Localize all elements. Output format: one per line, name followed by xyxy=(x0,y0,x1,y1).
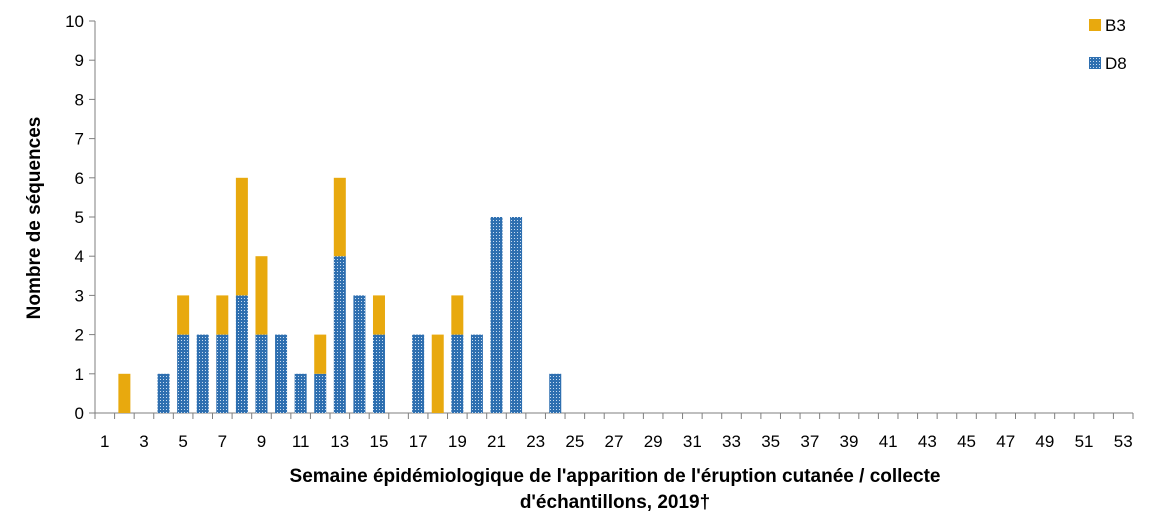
x-tick-label: 3 xyxy=(139,432,148,451)
bar-d8-week-8 xyxy=(235,295,248,413)
bar-b3-week-5 xyxy=(177,295,190,335)
bar-d8-week-17 xyxy=(412,334,425,413)
bar-b3-week-8 xyxy=(235,177,248,296)
bar-b3-week-12 xyxy=(314,334,327,374)
x-tick-label: 21 xyxy=(487,432,506,451)
legend: B3 D8 xyxy=(1089,16,1127,73)
bar-d8-week-21 xyxy=(490,217,503,413)
x-tick-label: 37 xyxy=(800,432,819,451)
bar-d8-week-14 xyxy=(353,295,366,413)
x-tick-label: 9 xyxy=(257,432,266,451)
y-tick-label: 1 xyxy=(75,365,84,384)
x-tick-label: 41 xyxy=(879,432,898,451)
bar-b3-week-7 xyxy=(216,295,229,335)
x-tick-label: 19 xyxy=(448,432,467,451)
bar-b3-week-9 xyxy=(255,256,268,335)
x-tick-label: 11 xyxy=(292,432,310,451)
bar-d8-week-9 xyxy=(255,334,268,413)
x-tick-label: 17 xyxy=(409,432,428,451)
x-tick-label: 33 xyxy=(722,432,741,451)
bar-b3-week-19 xyxy=(451,295,464,335)
bar-d8-week-15 xyxy=(372,334,385,413)
x-tick-label: 51 xyxy=(1075,432,1094,451)
bar-b3-week-15 xyxy=(372,295,385,335)
x-tick-label: 31 xyxy=(683,432,702,451)
x-axis-title-line-2: d'échantillons, 2019† xyxy=(520,492,710,513)
bars xyxy=(118,177,562,413)
x-tick-label: 23 xyxy=(526,432,545,451)
y-tick-label: 10 xyxy=(65,12,84,31)
bar-d8-week-10 xyxy=(275,334,288,413)
y-tick-label: 0 xyxy=(75,404,84,423)
bar-d8-week-20 xyxy=(470,334,483,413)
bar-d8-week-12 xyxy=(314,373,327,413)
x-tick-label: 53 xyxy=(1114,432,1133,451)
bar-d8-week-22 xyxy=(510,217,523,413)
legend-label-b3: B3 xyxy=(1105,16,1126,35)
bar-d8-week-13 xyxy=(333,256,346,413)
y-axis: 0 1 2 3 4 5 6 7 8 9 10 xyxy=(65,12,96,423)
y-tick-label: 9 xyxy=(75,51,84,70)
bar-d8-week-19 xyxy=(451,334,464,413)
x-tick-label: 29 xyxy=(644,432,663,451)
y-tick-label: 8 xyxy=(75,90,84,109)
bar-d8-week-11 xyxy=(294,373,307,413)
x-tick-label: 13 xyxy=(330,432,349,451)
y-tick-label: 2 xyxy=(75,326,84,345)
x-tick-label: 5 xyxy=(178,432,187,451)
x-tick-label: 15 xyxy=(370,432,389,451)
x-tick-label: 49 xyxy=(1035,432,1054,451)
x-tick-label: 47 xyxy=(996,432,1015,451)
x-axis-title-line-1: Semaine épidémiologique de l'apparition … xyxy=(290,466,941,487)
x-axis: 1 3 5 7 9 11 13 15 17 19 21 23 25 27 29 31 33 35 37 39 41 43 4… xyxy=(94,412,1134,451)
bar-b3-week-18 xyxy=(431,334,444,413)
y-tick-label: 4 xyxy=(75,247,84,266)
x-tick-label: 39 xyxy=(840,432,859,451)
y-tick-label: 3 xyxy=(75,286,84,305)
bar-d8-week-6 xyxy=(196,334,209,413)
bar-b3-week-13 xyxy=(333,177,346,257)
legend-label-d8: D8 xyxy=(1105,54,1127,73)
x-tick-label: 35 xyxy=(761,432,780,451)
legend-swatch-b3 xyxy=(1089,19,1101,31)
y-tick-label: 6 xyxy=(75,169,84,188)
bar-b3-week-2 xyxy=(118,373,131,413)
x-tick-label: 1 xyxy=(100,432,109,451)
legend-swatch-d8 xyxy=(1089,57,1101,69)
x-tick-label: 43 xyxy=(918,432,937,451)
bar-d8-week-4 xyxy=(157,373,170,413)
y-tick-label: 5 xyxy=(75,208,84,227)
x-tick-label: 45 xyxy=(957,432,976,451)
y-tick-label: 7 xyxy=(75,130,84,149)
bar-d8-week-5 xyxy=(177,334,190,413)
bar-d8-week-7 xyxy=(216,334,229,413)
bar-d8-week-24 xyxy=(549,373,562,413)
x-tick-label: 7 xyxy=(218,432,227,451)
y-axis-title: Nombre de séquences xyxy=(24,117,45,320)
x-tick-label: 27 xyxy=(605,432,624,451)
x-tick-label: 25 xyxy=(565,432,584,451)
